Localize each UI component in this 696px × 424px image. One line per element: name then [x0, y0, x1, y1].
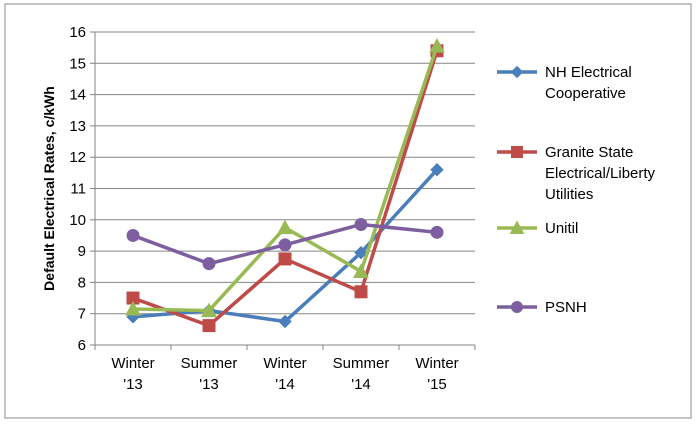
- y-tick-label-3: 9: [78, 243, 86, 260]
- series-0: [126, 163, 444, 329]
- series-0-point-4: [430, 163, 444, 177]
- y-tick-label-0: 6: [78, 337, 86, 354]
- series-2-point-4: [429, 38, 445, 53]
- series-3-point-4: [430, 225, 444, 239]
- y-tick-label-4: 10: [69, 212, 86, 229]
- legend-entry-2: Unitil: [497, 220, 578, 237]
- x-tick-label-3: Summer '14: [333, 355, 390, 393]
- legend-label-0: NH Electrical Cooperative: [545, 64, 632, 102]
- x-tick-label-1: Summer '13: [181, 355, 238, 393]
- y-axis-label: Default Electrical Rates, c/kWh: [41, 86, 57, 291]
- axes: [90, 31, 476, 350]
- series-2-point-0: [125, 300, 141, 316]
- chart-frame: [4, 3, 692, 419]
- series-1-point-2: [278, 252, 292, 266]
- y-tick-label-2: 8: [78, 274, 86, 291]
- y-tick-label-6: 12: [69, 149, 86, 166]
- series: [125, 38, 445, 333]
- y-tick-label-1: 7: [78, 306, 86, 323]
- y-tick-labels: 6 7 8 9 10 11 12 13 14 15 16: [69, 24, 86, 354]
- series-3-point-3: [354, 217, 368, 231]
- series-2-point-2: [277, 219, 293, 235]
- y-tick-label-7: 13: [69, 118, 86, 135]
- legend: NH Electrical Cooperative Granite State Ele…: [497, 64, 656, 316]
- x-tick-label-4: Winter '15: [415, 355, 458, 393]
- series-1-point-1: [202, 319, 216, 333]
- series-1-point-3: [354, 285, 368, 299]
- series-0-point-2: [278, 314, 292, 329]
- y-tick-label-10: 16: [69, 24, 86, 41]
- legend-label-1: Granite State Electrical/Liberty Utilities: [545, 144, 656, 203]
- series-3: [126, 217, 444, 271]
- series-0-point-3: [354, 245, 368, 260]
- series-2: [125, 38, 445, 318]
- legend-label-2: Unitil: [545, 220, 578, 237]
- legend-label-3: PSNH: [545, 299, 587, 316]
- x-tick-labels: Winter '13 Summer '13 Winter '14 Summer '14 Wint…: [111, 355, 458, 393]
- legend-swatch-marker-3: [511, 301, 523, 313]
- series-3-point-0: [126, 228, 140, 242]
- y-tick-label-5: 11: [70, 181, 86, 198]
- series-2-point-3: [353, 263, 369, 278]
- series-3-point-2: [278, 238, 292, 252]
- legend-entry-3: PSNH: [497, 299, 587, 316]
- y-tick-label-8: 14: [69, 87, 86, 104]
- legend-entry-0: NH Electrical Cooperative: [497, 64, 632, 102]
- x-tick-label-2: Winter '14: [263, 355, 306, 393]
- legend-swatch-marker-1: [511, 146, 523, 158]
- y-tick-label-9: 15: [69, 55, 86, 72]
- series-2-point-1: [201, 302, 217, 318]
- legend-entry-1: Granite State Electrical/Liberty Utilities: [497, 144, 656, 203]
- series-3-point-1: [202, 257, 216, 271]
- legend-swatch-marker-0: [510, 65, 524, 79]
- legend-swatch-marker-2: [509, 220, 525, 234]
- x-tick-label-0: Winter '13: [111, 355, 154, 393]
